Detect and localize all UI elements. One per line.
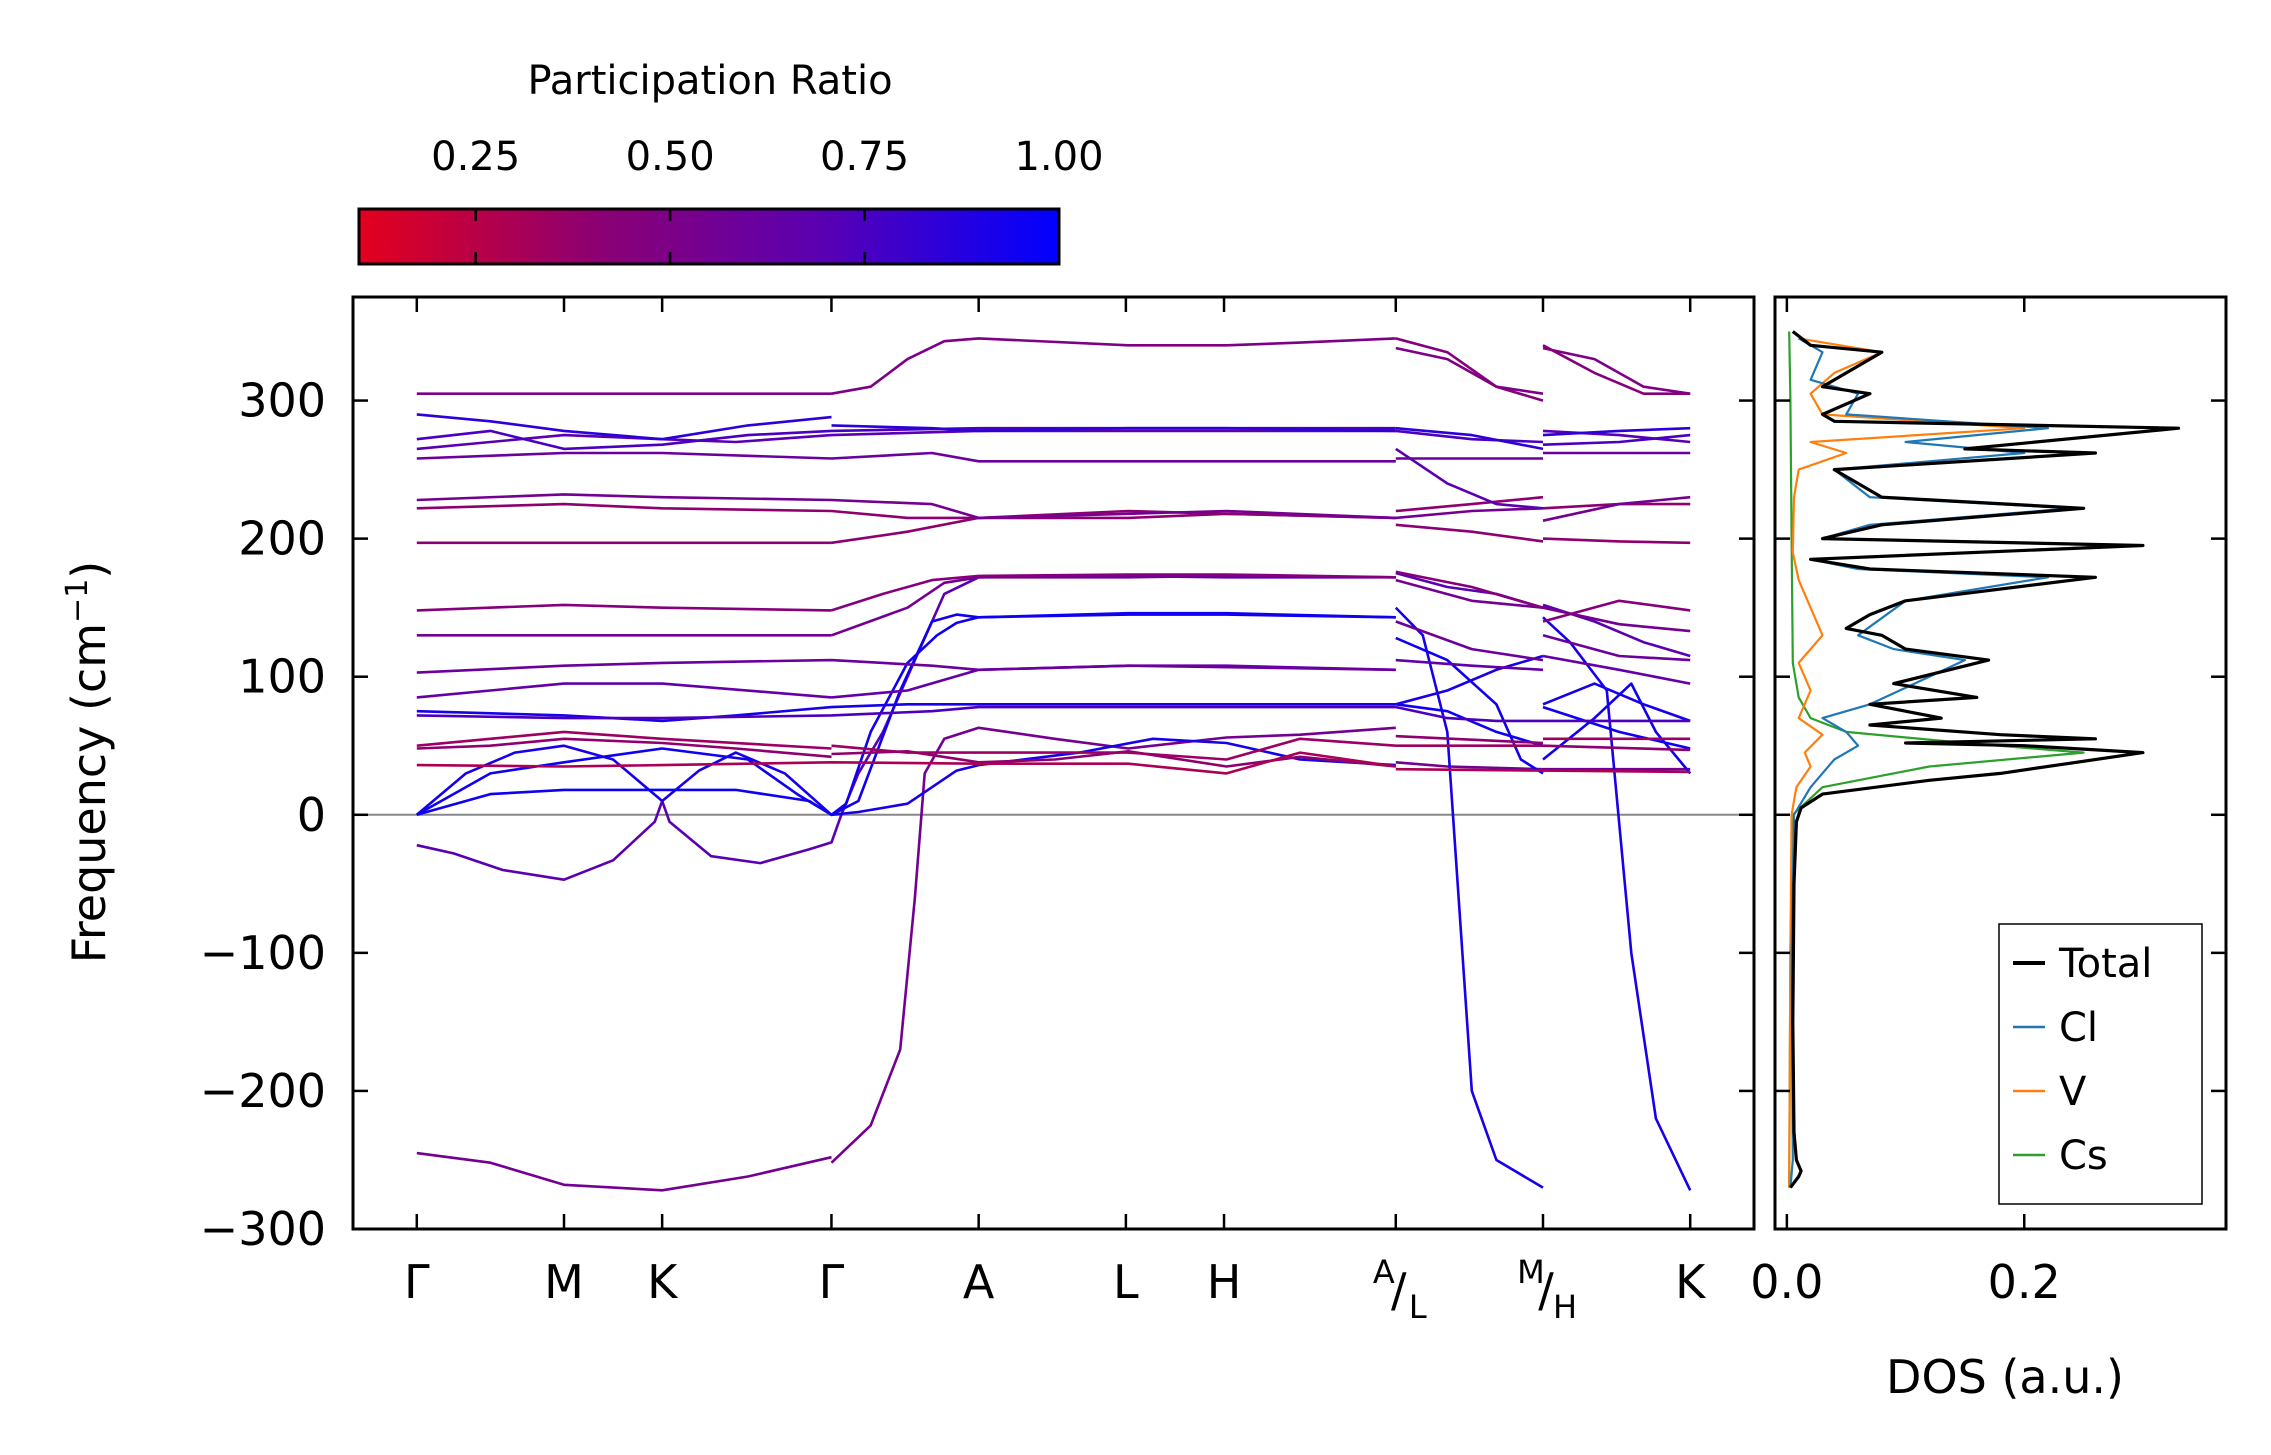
band-12: [416, 620, 1691, 674]
dos-ticks: [1775, 297, 2226, 1231]
band-02: [416, 571, 1691, 881]
k-point-label-bottom: H: [1553, 1288, 1577, 1326]
k-point-label: K: [647, 1255, 679, 1309]
dos-x-tick-label: 0.0: [1750, 1255, 1823, 1309]
y-tick-label: 200: [238, 512, 326, 566]
band-04: [416, 611, 1692, 817]
band-17: [416, 493, 1691, 522]
legend-label-cl: Cl: [2059, 1005, 2098, 1051]
dos-x-axis-label: DOS (a.u.): [1886, 1350, 2124, 1404]
dos-lines: [1788, 330, 2181, 1189]
colorbar-tick-label: 1.00: [1014, 134, 1103, 180]
k-point-label: M: [544, 1255, 584, 1309]
band-21: [416, 413, 1691, 451]
band-10: [416, 705, 1691, 723]
colorbar: Participation Ratio 0.25 0.50 0.75 1.00: [357, 58, 1104, 266]
band-06: [416, 734, 1691, 768]
band-01: [416, 726, 1691, 1192]
dos-legend: Total Cl V Cs: [1998, 923, 2203, 1205]
y-tick-label: −200: [200, 1064, 326, 1118]
colorbar-label: Participation Ratio: [527, 58, 892, 104]
dos-x-tick-label: 0.2: [1988, 1255, 2061, 1309]
colorbar-gradient: [357, 207, 1061, 266]
dos-panel: 0.0 0.2 DOS (a.u.) Total Cl V Cs: [1750, 295, 2228, 1404]
dos-legend-box: [1998, 923, 2203, 1205]
y-axis-label-text: Frequency (cm: [62, 623, 116, 963]
legend-label-total: Total: [2058, 941, 2152, 987]
y-tick-label: −300: [200, 1202, 326, 1256]
band-23: [1395, 337, 1691, 402]
band-22: [416, 337, 1691, 395]
band-structure-frame: [351, 295, 1756, 1231]
legend-label-cs: Cs: [2059, 1133, 2108, 1179]
dos-line-v: [1788, 337, 2026, 1188]
band-structure-ticks: [353, 297, 1754, 1231]
k-point-label: A: [963, 1255, 995, 1309]
band-19: [416, 429, 1691, 510]
band-18: [416, 451, 1691, 463]
y-tick-label: −100: [200, 926, 326, 980]
band-07: [416, 751, 1691, 775]
k-point-labels: Γ M K Γ A L H A/LM/H K: [404, 1253, 1707, 1326]
band-14: [416, 570, 1691, 623]
band-16: [416, 495, 1691, 520]
band-08: [416, 730, 1691, 761]
colorbar-tick-label: 0.75: [820, 134, 909, 180]
y-axis-label-superscript: −1: [60, 579, 95, 623]
dos-line-total: [1789, 330, 2181, 1189]
dos-legend-items: Total Cl V Cs: [2013, 941, 2152, 1179]
k-point-label: L: [1113, 1255, 1139, 1309]
dos-frame: [1773, 295, 2228, 1231]
y-tick-label: 100: [238, 650, 326, 704]
y-axis-label: Frequency (cm−1): [60, 561, 116, 964]
dos-x-tick-labels: 0.0 0.2: [1750, 1255, 2061, 1309]
k-point-label-top: A: [1373, 1253, 1395, 1291]
band-11: [416, 654, 1691, 699]
k-point-label-top: M: [1517, 1253, 1545, 1291]
colorbar-ticks: 0.25 0.50 0.75 1.00: [431, 134, 1104, 264]
band-13: [416, 574, 1691, 637]
k-point-label-slash: /: [1538, 1263, 1554, 1317]
k-point-label: Γ: [404, 1255, 430, 1309]
legend-label-v: V: [2059, 1069, 2087, 1115]
band-05: [416, 613, 1691, 817]
k-point-label: K: [1675, 1255, 1707, 1309]
band-lines: [415, 337, 1692, 1192]
y-tick-labels: −300 −200 −100 0 100 200 300: [200, 374, 326, 1256]
band-03: [415, 606, 1692, 1191]
k-point-label: Γ: [819, 1255, 845, 1309]
y-axis-label-end: ): [62, 561, 116, 579]
k-point-label-slash: /: [1391, 1263, 1407, 1317]
k-point-label-bottom: L: [1409, 1288, 1427, 1326]
colorbar-tick-label: 0.50: [626, 134, 715, 180]
band-09: [416, 654, 1691, 723]
colorbar-tick-label: 0.25: [431, 134, 520, 180]
band-15: [416, 509, 1691, 545]
y-tick-label: 0: [297, 788, 326, 842]
y-tick-label: 300: [238, 374, 326, 428]
k-point-label: H: [1207, 1255, 1242, 1309]
